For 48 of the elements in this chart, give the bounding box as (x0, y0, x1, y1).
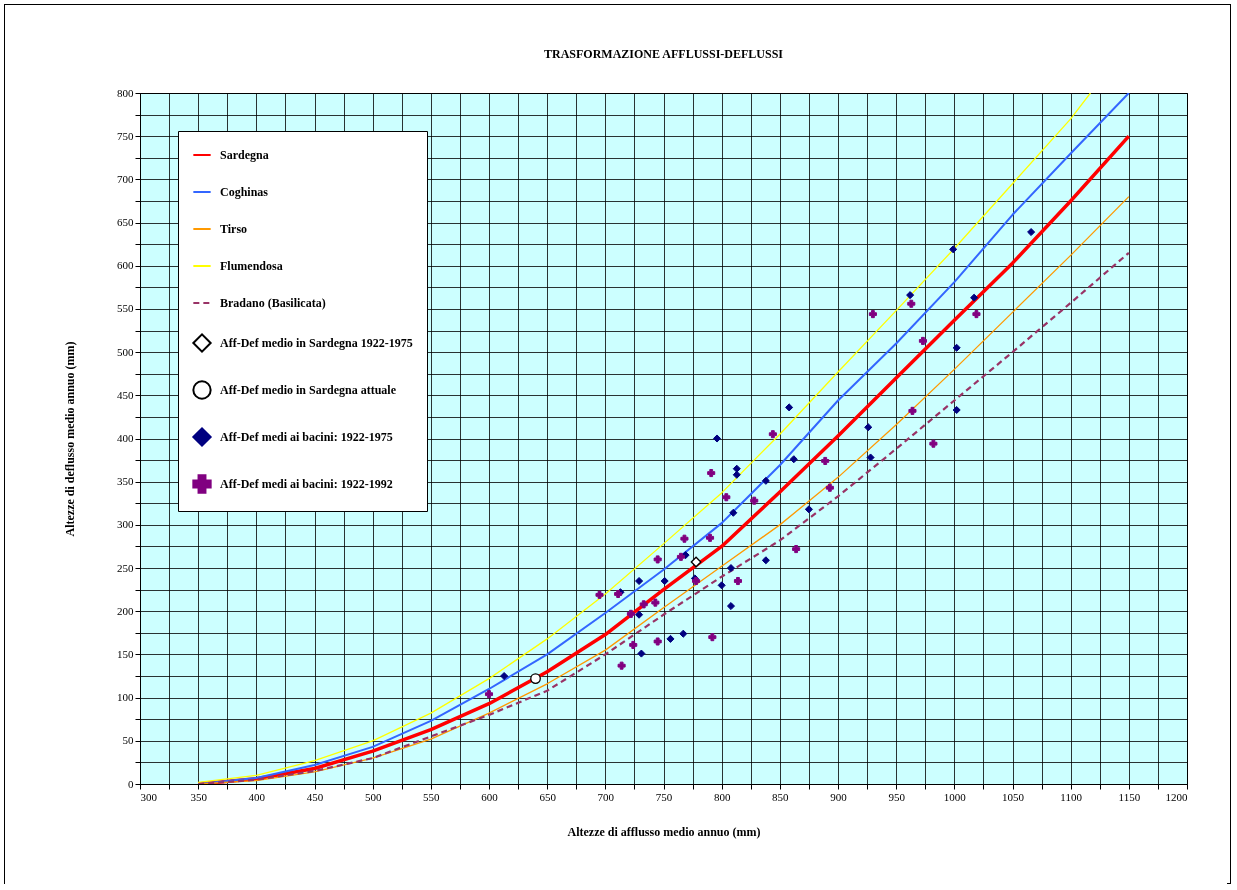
legend-label: Bradano (Basilicata) (220, 296, 326, 310)
y-tick-label: 100 (117, 691, 134, 704)
x-axis-title: Altezze di afflusso medio annuo (mm) (567, 824, 761, 839)
x-tick-label: 400 (248, 790, 266, 803)
legend-label: Flumendosa (220, 259, 283, 273)
y-tick-label: 650 (117, 216, 134, 229)
y-tick-label: 350 (117, 475, 134, 488)
x-tick-label: 1000 (943, 790, 967, 803)
x-tick-label: 750 (655, 790, 673, 803)
y-tick-label: 800 (117, 86, 134, 99)
x-tick-label: 500 (364, 790, 382, 803)
legend-label: Aff-Def medio in Sardegna 1922-1975 (220, 336, 413, 350)
y-tick-label: 400 (117, 432, 134, 444)
x-tick-label: 1200 (1165, 790, 1188, 803)
y-tick-label: 300 (117, 518, 134, 531)
legend-label: Aff-Def medio in Sardegna attuale (220, 383, 397, 397)
legend-label: Sardegna (220, 148, 269, 162)
y-axis-title: Altezze di deflusso medio annuo (mm) (63, 341, 77, 537)
y-tick-label: 750 (117, 129, 134, 142)
x-tick-label: 1050 (1002, 790, 1025, 803)
y-tick-label: 50 (122, 734, 134, 747)
x-tick-label: 950 (888, 790, 906, 803)
x-tick-label: 900 (830, 790, 848, 803)
x-tick-label: 600 (481, 790, 499, 803)
legend-label: Tirso (220, 222, 248, 236)
chart-title: TRASFORMAZIONE AFFLUSSI-DEFLUSSI (543, 47, 784, 61)
y-tick-label: 550 (117, 302, 134, 315)
x-tick-label: 700 (597, 790, 615, 803)
x-tick-label: 1100 (1060, 790, 1083, 803)
y-tick-label: 700 (117, 172, 134, 185)
x-tick-label: 800 (713, 790, 731, 803)
legend-label: Aff-Def medi ai bacini: 1922-1975 (220, 430, 393, 444)
y-tick-label: 450 (117, 388, 134, 401)
legend-label: Aff-Def medi ai bacini: 1922-1992 (220, 477, 393, 491)
x-tick-label: 450 (306, 790, 324, 803)
x-tick-label: 550 (423, 790, 441, 803)
x-tick-label: 650 (539, 790, 557, 803)
x-tick-label: 850 (772, 790, 790, 803)
legend-label: Coghinas (220, 185, 269, 199)
y-tick-label: 200 (117, 604, 134, 617)
y-tick-label: 250 (117, 561, 134, 574)
y-tick-label: 150 (117, 647, 134, 660)
x-tick-label: 350 (190, 790, 208, 803)
y-tick-label: 0 (128, 777, 134, 790)
y-tick-label: 600 (117, 259, 134, 272)
x-tick-label: 300 (140, 790, 158, 803)
y-tick-label: 500 (117, 345, 134, 358)
x-tick-label: 1150 (1118, 790, 1141, 803)
